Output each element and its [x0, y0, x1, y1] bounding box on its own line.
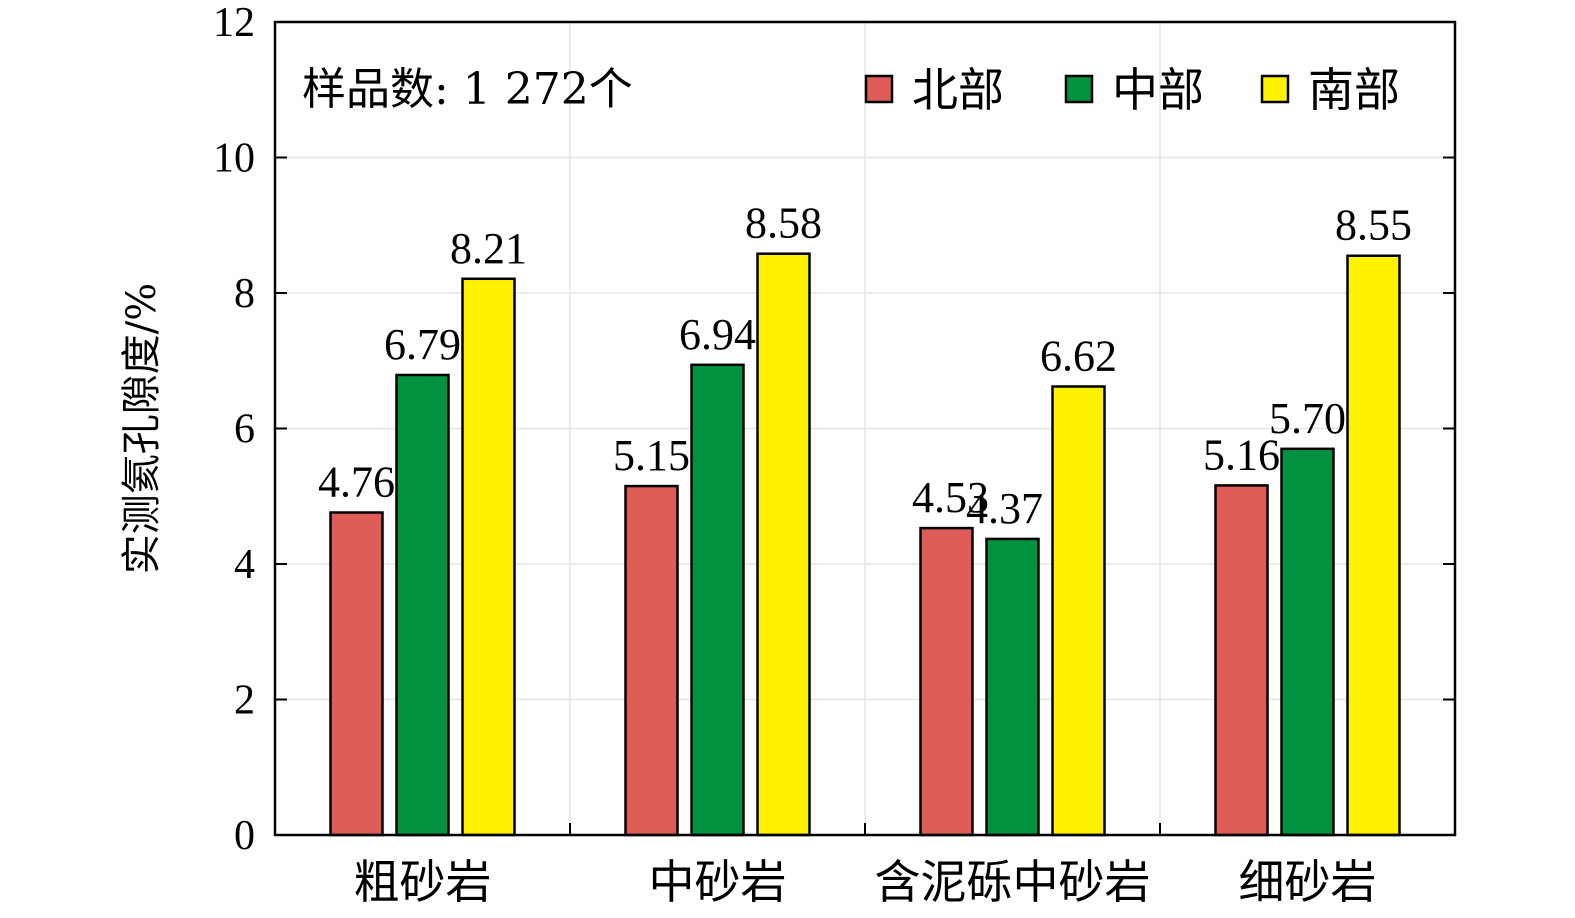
legend-label: 北部 — [912, 63, 1004, 117]
bar-value-label: 6.79 — [384, 320, 461, 369]
bar-value-label: 6.94 — [679, 310, 756, 359]
y-tick-label: 4 — [234, 542, 255, 588]
bar-value-label: 4.76 — [318, 458, 395, 507]
bar — [461, 277, 516, 837]
bar-value-label: 5.70 — [1269, 394, 1346, 443]
legend-swatch — [1064, 74, 1094, 104]
bar — [919, 526, 974, 837]
bar — [1051, 385, 1106, 837]
bar — [1214, 484, 1269, 837]
legend-swatch — [1260, 74, 1290, 104]
bar-value-label: 8.58 — [745, 199, 822, 248]
bar — [1346, 254, 1401, 837]
category-label: 粗砂岩 — [354, 855, 492, 909]
bar — [395, 373, 450, 837]
bar-value-label: 4.37 — [966, 484, 1043, 533]
legend: 北部 中部 南部 — [864, 63, 1400, 117]
category-label: 含泥砾中砂岩 — [875, 855, 1151, 909]
bar — [624, 484, 679, 837]
bar-value-label: 4.53 — [912, 473, 989, 522]
bar-value-label: 8.55 — [1335, 201, 1412, 250]
bar — [985, 537, 1040, 837]
y-tick-label: 6 — [234, 407, 255, 453]
bar-value-label: 8.21 — [450, 224, 527, 273]
y-tick-label: 8 — [234, 271, 255, 317]
legend-swatch — [864, 74, 894, 104]
legend-label: 南部 — [1308, 63, 1400, 117]
bar — [756, 252, 811, 837]
category-label: 中砂岩 — [649, 855, 787, 909]
bar — [690, 363, 745, 837]
bar-value-label: 5.16 — [1203, 430, 1280, 479]
value-labels: 4.76 6.79 8.21 5.15 6.94 8.58 4.534.37 6.62 5.16… — [318, 199, 1412, 533]
bar-value-label: 6.62 — [1040, 331, 1117, 380]
y-tick-label: 2 — [234, 678, 255, 724]
bars — [329, 252, 1401, 837]
legend-label: 中部 — [1112, 63, 1204, 117]
category-label: 细砂岩 — [1239, 855, 1377, 909]
bar — [329, 511, 384, 837]
sample-count-annotation: 样品数: 1 272个 — [302, 64, 633, 115]
y-tick-label: 0 — [234, 813, 255, 859]
bar-value-label: 5.15 — [613, 431, 690, 480]
bar — [1280, 447, 1335, 837]
y-tick-label: 12 — [213, 0, 255, 46]
y-axis-label: 实测氦孔隙度/% — [119, 283, 165, 574]
y-tick-label: 10 — [213, 136, 255, 182]
axes: 粗砂岩 中砂岩 含泥砾中砂岩 细砂岩 0 2 4 6 8 10 12 — [213, 0, 1457, 909]
